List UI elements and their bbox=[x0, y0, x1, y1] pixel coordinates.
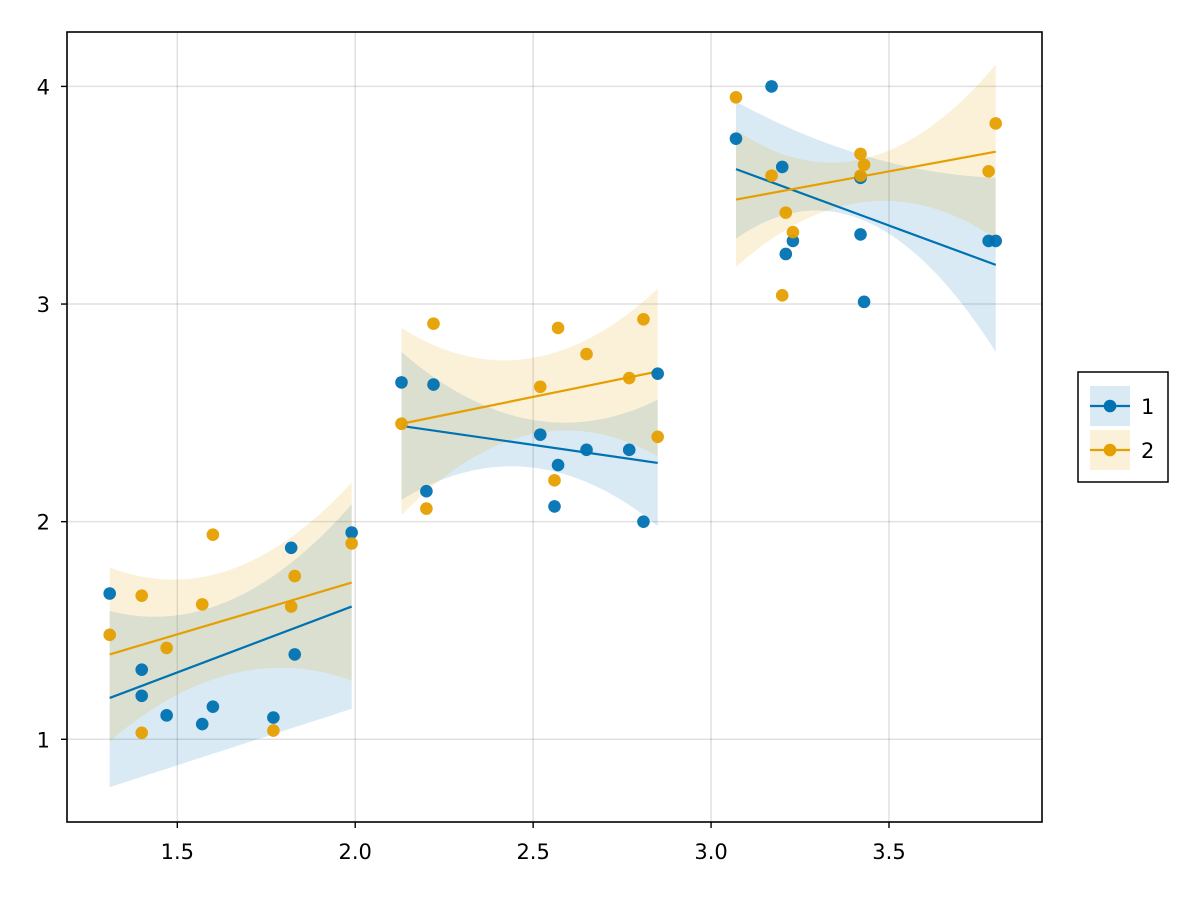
fit-lines bbox=[109, 150, 997, 699]
point-series-2-20 bbox=[729, 90, 743, 104]
x-tick-label-0: 1.5 bbox=[161, 840, 194, 864]
band-series-1-segment-1 bbox=[401, 351, 658, 526]
point-series-1-12 bbox=[427, 378, 440, 391]
point-series-2-8 bbox=[288, 569, 302, 583]
point-series-2-14 bbox=[548, 474, 561, 487]
point-series-2-4 bbox=[195, 598, 209, 611]
fit-line-series-2-segment-1 bbox=[401, 370, 658, 425]
point-series-2-23 bbox=[779, 206, 793, 219]
point-series-1-23 bbox=[779, 247, 793, 261]
point-series-2-21 bbox=[765, 169, 778, 182]
point-series-2-9 bbox=[345, 537, 358, 550]
y-tick-label-3: 4 bbox=[37, 75, 50, 99]
legend-marker-1 bbox=[1103, 399, 1117, 413]
point-series-2-16 bbox=[580, 347, 593, 361]
point-series-2-18 bbox=[637, 312, 650, 326]
point-series-2-5 bbox=[206, 528, 220, 542]
point-series-2-26 bbox=[854, 169, 867, 182]
point-series-1-8 bbox=[288, 648, 302, 661]
point-series-1-9 bbox=[345, 526, 358, 539]
point-series-2-12 bbox=[427, 317, 440, 330]
point-series-1-5 bbox=[206, 700, 220, 713]
legend: 12 bbox=[1077, 371, 1169, 483]
point-series-1-7 bbox=[284, 541, 298, 555]
point-series-2-29 bbox=[989, 117, 1003, 130]
point-series-2-13 bbox=[533, 380, 547, 394]
point-series-1-21 bbox=[765, 80, 778, 93]
point-series-2-17 bbox=[622, 371, 636, 385]
point-series-1-19 bbox=[651, 367, 664, 380]
point-series-1-13 bbox=[533, 428, 547, 441]
point-series-1-1 bbox=[135, 663, 149, 676]
point-series-1-0 bbox=[103, 587, 117, 600]
point-series-2-15 bbox=[551, 321, 565, 335]
fit-line-series-1-segment-0 bbox=[109, 605, 353, 699]
point-series-1-3 bbox=[160, 709, 173, 722]
x-tick-label-1: 2.0 bbox=[339, 840, 372, 864]
point-series-2-6 bbox=[267, 724, 280, 737]
point-series-1-22 bbox=[775, 160, 789, 174]
point-series-2-28 bbox=[982, 164, 995, 178]
legend-box bbox=[1077, 371, 1169, 483]
point-series-2-10 bbox=[395, 417, 408, 431]
point-series-1-16 bbox=[580, 443, 593, 457]
point-series-2-3 bbox=[160, 641, 173, 655]
point-series-2-1 bbox=[135, 589, 149, 602]
grid bbox=[67, 32, 1042, 822]
point-series-2-24 bbox=[786, 225, 800, 239]
point-series-1-20 bbox=[729, 132, 743, 145]
point-series-2-11 bbox=[420, 502, 433, 515]
x-axis-ticks: 1.5 2.0 2.5 3.0 3.5 bbox=[161, 822, 906, 864]
point-series-1-2 bbox=[135, 689, 149, 703]
point-series-2-22 bbox=[775, 289, 789, 302]
y-axis-ticks: 1 2 3 4 bbox=[37, 75, 67, 752]
point-series-1-26 bbox=[854, 228, 867, 241]
legend-marker-2 bbox=[1103, 443, 1117, 457]
band-series-1-segment-2 bbox=[736, 101, 996, 352]
y-tick-label-0: 1 bbox=[37, 728, 50, 752]
point-series-2-0 bbox=[103, 628, 117, 642]
scatter-points bbox=[103, 80, 1003, 740]
point-series-1-29 bbox=[989, 234, 1003, 248]
fit-line-series-1-segment-1 bbox=[401, 424, 658, 464]
point-series-1-17 bbox=[622, 443, 636, 457]
band-series-2-segment-1 bbox=[401, 288, 658, 516]
point-series-1-14 bbox=[548, 500, 561, 513]
legend-label-1: 1 bbox=[1141, 395, 1154, 419]
point-series-2-25 bbox=[854, 147, 867, 161]
point-series-1-27 bbox=[857, 295, 871, 309]
x-tick-label-2: 2.5 bbox=[516, 840, 549, 864]
point-series-1-18 bbox=[637, 515, 650, 528]
point-series-2-19 bbox=[651, 430, 664, 444]
x-tick-label-3: 3.0 bbox=[694, 840, 727, 864]
point-series-2-27 bbox=[857, 158, 871, 172]
x-tick-label-4: 3.5 bbox=[872, 840, 905, 864]
legend-label-2: 2 bbox=[1141, 439, 1154, 463]
plot-frame bbox=[66, 31, 1043, 823]
point-series-1-4 bbox=[195, 717, 209, 731]
fit-line-series-2-segment-0 bbox=[109, 581, 352, 656]
point-series-1-11 bbox=[420, 484, 433, 498]
y-tick-label-1: 2 bbox=[37, 511, 50, 535]
point-series-1-10 bbox=[395, 376, 408, 389]
point-series-2-2 bbox=[135, 726, 149, 740]
point-series-1-24 bbox=[786, 234, 800, 248]
point-series-2-7 bbox=[284, 600, 298, 613]
fit-line-series-1-segment-2 bbox=[735, 168, 997, 266]
point-series-1-15 bbox=[551, 458, 565, 472]
point-series-1-6 bbox=[267, 711, 280, 724]
y-tick-label-2: 3 bbox=[37, 293, 50, 317]
